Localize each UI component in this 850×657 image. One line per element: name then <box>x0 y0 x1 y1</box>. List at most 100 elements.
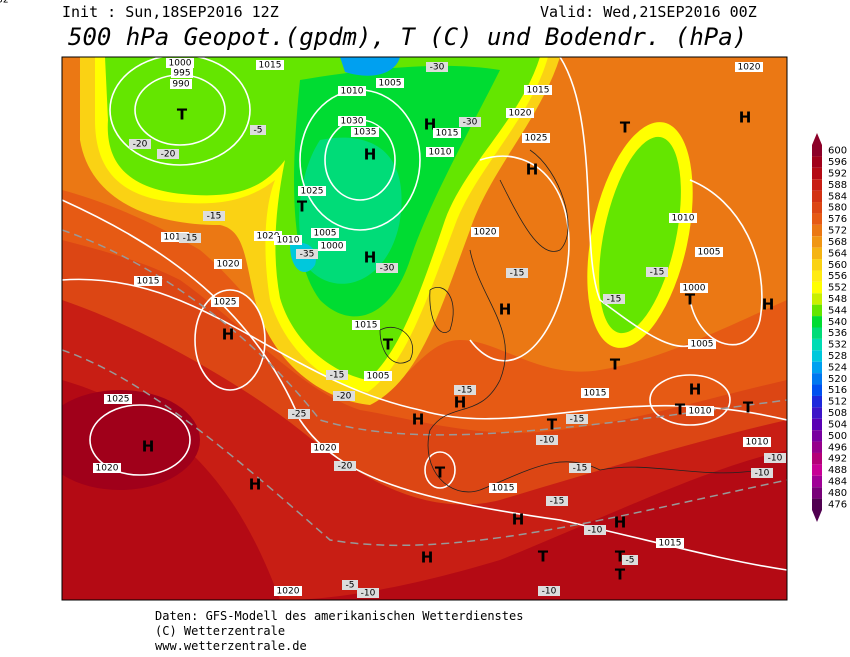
isobar-label: 1000 <box>169 59 192 69</box>
colorbar-label: 520 <box>828 374 847 385</box>
colorbar-swatch <box>812 281 822 294</box>
isobar-label: 1005 <box>691 340 714 350</box>
temp-label: -15 <box>570 415 585 425</box>
isobars <box>62 57 787 571</box>
isobar-label-box <box>211 297 239 307</box>
colorbar-label: 552 <box>828 283 847 294</box>
temp-label: -15 <box>458 386 473 396</box>
colorbar-swatch <box>812 373 822 385</box>
colorbar-swatch <box>812 270 822 282</box>
colorbar-label: 536 <box>828 328 847 339</box>
isobar-label-box <box>743 437 771 447</box>
colorbar-swatch <box>812 487 822 499</box>
isobar-label-box <box>0 0 11 5</box>
colorbar-label: 564 <box>828 248 847 259</box>
isobar-label: 995 <box>173 69 190 79</box>
temp-label: -15 <box>607 295 622 305</box>
colorbar-swatch <box>812 316 822 328</box>
pressure-center: H <box>499 301 512 319</box>
isobar-label-box <box>680 283 708 293</box>
colorbar-label: 504 <box>828 419 847 430</box>
colorbar-swatch <box>812 407 822 419</box>
isobar-label-box <box>298 186 326 196</box>
pressure-center: H <box>142 438 155 456</box>
isobar-label: 1015 <box>137 277 160 287</box>
pressure-center: H <box>512 511 525 529</box>
valid-time: Valid: Wed,21SEP2016 00Z <box>540 3 757 21</box>
temp-label: -20 <box>337 392 352 402</box>
pressure-center: T <box>685 291 696 309</box>
isobar-label: 1010 <box>746 438 769 448</box>
colorbar-swatch <box>812 190 822 203</box>
colorbar-swatch <box>812 236 822 248</box>
isobar-label-box <box>274 586 302 596</box>
isobar-label: 1000 <box>683 284 706 294</box>
temp-label: -10 <box>588 526 603 536</box>
colorbar-swatch <box>812 156 822 168</box>
temp-label-box <box>622 555 638 565</box>
temp-label: -15 <box>510 269 525 279</box>
colorbar-label: 476 <box>828 499 847 510</box>
isobar-label: 1020 <box>314 444 337 454</box>
temp-label: -30 <box>380 264 395 274</box>
temp-label-box <box>296 249 318 259</box>
temp-label-box <box>426 62 448 72</box>
pressure-center: H <box>689 381 702 399</box>
pressure-center: T <box>615 548 626 566</box>
isobar-label-box <box>695 247 723 257</box>
temp-label: -35 <box>300 250 315 260</box>
colorbar-label: 592 <box>828 169 847 180</box>
isobar-label: 1020 <box>738 63 761 73</box>
isobar-label: 552 <box>0 0 9 6</box>
temp-label-box <box>129 139 151 149</box>
isobar-label: 1005 <box>314 229 337 239</box>
colorbar-swatch <box>812 327 822 339</box>
temp-label: -10 <box>755 469 770 479</box>
colorbar-swatch <box>812 498 822 510</box>
colorbar-label: 500 <box>828 431 847 442</box>
pressure-center: H <box>222 326 235 344</box>
temp-label-box <box>459 117 481 127</box>
isobar-label-box <box>433 128 461 138</box>
temp-label-box <box>179 233 201 243</box>
pressure-center: T <box>743 399 754 417</box>
temp-label-box <box>326 370 348 380</box>
temp-label: -15 <box>573 464 588 474</box>
pressure-center: T <box>435 464 446 482</box>
isobar-label-box <box>352 320 380 330</box>
temp-label-box <box>157 149 179 159</box>
temp-label-box <box>506 268 528 278</box>
temp-label: -10 <box>540 436 555 446</box>
colorbar-swatch <box>812 338 822 351</box>
temp-label: -15 <box>550 497 565 507</box>
colorbar-label: 492 <box>828 454 847 465</box>
isobar-label-box <box>471 227 499 237</box>
isobar-label-box <box>311 228 339 238</box>
temp-label-box <box>342 580 358 590</box>
colorbar-swatch <box>812 202 822 214</box>
isobar-label: 1015 <box>659 539 682 549</box>
colorbar-label: 528 <box>828 351 847 362</box>
colorbar-swatch <box>812 350 822 362</box>
colorbar-swatch <box>812 293 822 305</box>
colorbar-swatch <box>812 224 822 237</box>
isobar-label-box <box>669 213 697 223</box>
isobar-label-box <box>426 147 454 157</box>
pressure-center: H <box>614 514 627 532</box>
colorbar-label: 560 <box>828 260 847 271</box>
temp-label-box <box>357 588 379 598</box>
isobar-label-box <box>686 406 714 416</box>
temp-label-box <box>333 391 355 401</box>
colorbar-swatch <box>812 452 822 465</box>
isobar-label: 1010 <box>277 236 300 246</box>
isobar-label-box <box>376 78 404 88</box>
temp-label: -30 <box>430 63 445 73</box>
temp-label-box <box>288 409 310 419</box>
init-time: Init : Sun,18SEP2016 12Z <box>62 3 279 21</box>
pressure-center: H <box>421 549 434 567</box>
temp-label: -10 <box>768 454 783 464</box>
footer-source: Daten: GFS-Modell des amerikanischen Wet… <box>155 609 523 623</box>
temp-label-box <box>764 453 786 463</box>
isobar-label-box <box>581 388 609 398</box>
